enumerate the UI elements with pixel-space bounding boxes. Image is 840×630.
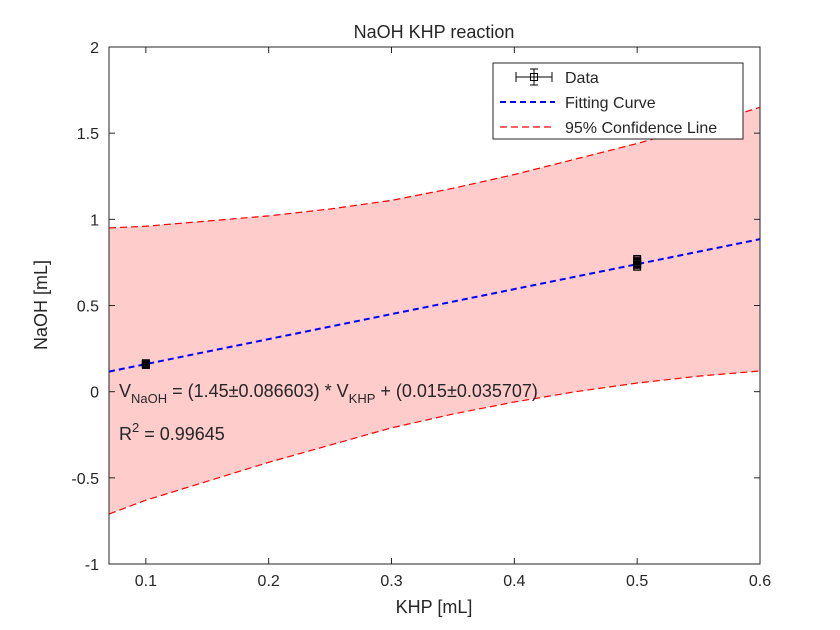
r-squared: R2 = 0.99645 bbox=[119, 420, 225, 444]
legend-fit-label: Fitting Curve bbox=[565, 95, 656, 112]
data-point-7 bbox=[633, 254, 642, 263]
y-tick-label: -1 bbox=[85, 557, 99, 574]
equation-end: + (0.015±0.035707) bbox=[375, 381, 538, 401]
fit-equation: VNaOH = (1.45±0.086603) * VKHP + (0.015±… bbox=[119, 381, 538, 406]
x-tick-label: 0.1 bbox=[135, 573, 157, 590]
y-tick-label: 1.5 bbox=[77, 126, 99, 143]
axis-ticks: 0.1 0.2 0.3 0.4 0.5 0.6 -1 -0.5 0 0.5 1 1.5 2 bbox=[71, 40, 771, 590]
r-squared-suffix: = 0.99645 bbox=[139, 424, 225, 444]
data-point-3 bbox=[141, 359, 150, 368]
y-tick-label: 1 bbox=[90, 212, 99, 229]
legend-data-symbol bbox=[515, 68, 553, 86]
x-tick-label: 0.4 bbox=[503, 573, 525, 590]
equation-v1: V bbox=[119, 381, 131, 401]
y-tick-label: 0.5 bbox=[77, 299, 99, 316]
fitting-curve-line bbox=[108, 238, 761, 373]
data-points-layer bbox=[141, 254, 642, 369]
equation-sub-naoh: NaOH bbox=[131, 391, 167, 406]
y-axis-label: NaOH [mL] bbox=[31, 260, 51, 350]
y-tick-label: 2 bbox=[90, 40, 99, 57]
r-squared-sup: 2 bbox=[132, 420, 139, 435]
x-tick-label: 0.5 bbox=[626, 573, 648, 590]
x-tick-label: 0.6 bbox=[749, 573, 771, 590]
confidence-band-fill bbox=[109, 107, 760, 515]
legend-confidence-label: 95% Confidence Line bbox=[565, 120, 717, 137]
confidence-lower-line bbox=[108, 370, 761, 515]
legend: Data Fitting Curve 95% Confidence Line bbox=[492, 62, 744, 140]
x-axis-label: KHP [mL] bbox=[396, 597, 473, 617]
x-tick-label: 0.3 bbox=[380, 573, 402, 590]
equation-mid: = (1.45±0.086603) * V bbox=[167, 381, 349, 401]
legend-data-label: Data bbox=[565, 70, 599, 87]
chart-title: NaOH KHP reaction bbox=[354, 22, 515, 42]
confidence-upper-line bbox=[108, 106, 761, 229]
x-tick-label: 0.2 bbox=[258, 573, 280, 590]
r-squared-prefix: R bbox=[119, 424, 132, 444]
y-tick-label: -0.5 bbox=[71, 471, 99, 488]
equation-sub-khp: KHP bbox=[349, 391, 376, 406]
fit-line-layer bbox=[108, 238, 761, 373]
confidence-band-layer bbox=[108, 106, 761, 515]
y-tick-label: 0 bbox=[90, 385, 99, 402]
